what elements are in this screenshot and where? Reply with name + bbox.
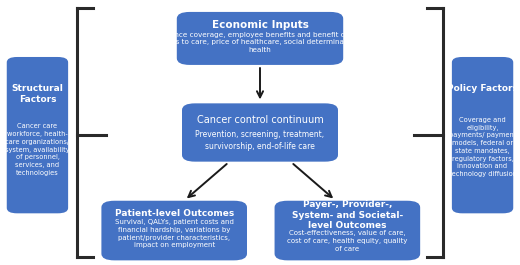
FancyBboxPatch shape xyxy=(275,201,420,260)
Text: Prevention, screening, treatment,
survivorship, end-of-life care: Prevention, screening, treatment, surviv… xyxy=(196,130,324,151)
Text: Structural
Factors: Structural Factors xyxy=(11,84,63,104)
Text: Cost-effectiveness, value of care,
cost of care, health equity, quality
of care: Cost-effectiveness, value of care, cost … xyxy=(287,230,408,252)
Text: Patient-level Outcomes: Patient-level Outcomes xyxy=(114,209,234,218)
Text: Policy Factors: Policy Factors xyxy=(447,84,518,93)
FancyBboxPatch shape xyxy=(7,57,68,213)
Text: Cancer care
workforce, health-
care organizations/
system, availability
of perso: Cancer care workforce, health- care orga… xyxy=(5,123,70,176)
FancyBboxPatch shape xyxy=(101,201,247,260)
Text: Economic Inputs: Economic Inputs xyxy=(212,20,308,30)
Text: Insurance coverage, employee benefits and benefit design,
access to care, price : Insurance coverage, employee benefits an… xyxy=(152,32,368,53)
FancyBboxPatch shape xyxy=(452,57,513,213)
Text: Payer-, Provider-,
System- and Societal-
level Outcomes: Payer-, Provider-, System- and Societal-… xyxy=(292,200,403,230)
FancyBboxPatch shape xyxy=(177,12,343,65)
FancyBboxPatch shape xyxy=(182,103,338,162)
Text: Survival, QALYs, patient costs and
financial hardship, variations by
patient/pro: Survival, QALYs, patient costs and finan… xyxy=(115,219,233,248)
Text: Cancer control continuum: Cancer control continuum xyxy=(197,115,323,125)
Text: Coverage and
eligibility,
payments/ payment
models, federal or
state mandates,
r: Coverage and eligibility, payments/ paym… xyxy=(449,117,516,177)
